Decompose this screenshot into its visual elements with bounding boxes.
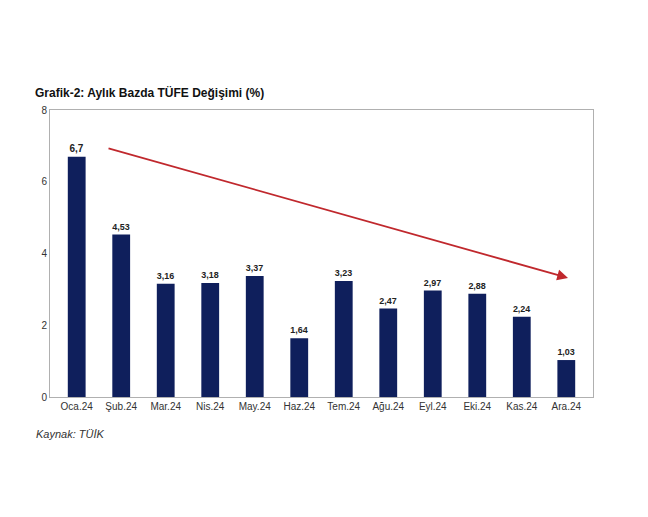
svg-text:1,03: 1,03 [557, 347, 574, 357]
svg-text:0: 0 [41, 392, 47, 403]
svg-text:Ara.24: Ara.24 [552, 401, 582, 412]
svg-text:3,23: 3,23 [335, 268, 352, 278]
svg-text:Eki.24: Eki.24 [463, 401, 491, 412]
svg-text:4: 4 [41, 248, 47, 259]
svg-text:Tem.24: Tem.24 [327, 401, 360, 412]
svg-text:Şub.24: Şub.24 [105, 401, 137, 412]
svg-text:Grafik-2: Aylık Bazda TÜFE Değ: Grafik-2: Aylık Bazda TÜFE Değişimi (%) [35, 85, 264, 100]
svg-text:Kas.24: Kas.24 [506, 401, 538, 412]
svg-text:2,47: 2,47 [379, 296, 396, 306]
svg-text:3,18: 3,18 [201, 270, 218, 280]
svg-text:3,37: 3,37 [246, 263, 263, 273]
svg-text:1,64: 1,64 [290, 325, 307, 335]
svg-text:3,16: 3,16 [157, 271, 174, 281]
svg-text:Mar.24: Mar.24 [150, 401, 181, 412]
svg-text:Eyl.24: Eyl.24 [419, 401, 447, 412]
svg-text:May.24: May.24 [239, 401, 271, 412]
svg-text:6: 6 [41, 176, 47, 187]
svg-text:Oca.24: Oca.24 [61, 401, 94, 412]
svg-text:2,24: 2,24 [513, 304, 530, 314]
svg-text:2,97: 2,97 [424, 278, 441, 288]
svg-text:Ağu.24: Ağu.24 [372, 401, 404, 412]
svg-text:6,7: 6,7 [70, 143, 84, 154]
svg-text:4,53: 4,53 [112, 222, 129, 232]
svg-text:8: 8 [41, 105, 47, 116]
svg-text:Haz.24: Haz.24 [283, 401, 315, 412]
svg-text:Nis.24: Nis.24 [196, 401, 225, 412]
svg-text:2,88: 2,88 [468, 281, 485, 291]
svg-text:2: 2 [41, 320, 47, 331]
svg-text:Kaynak: TÜİK: Kaynak: TÜİK [36, 428, 105, 440]
